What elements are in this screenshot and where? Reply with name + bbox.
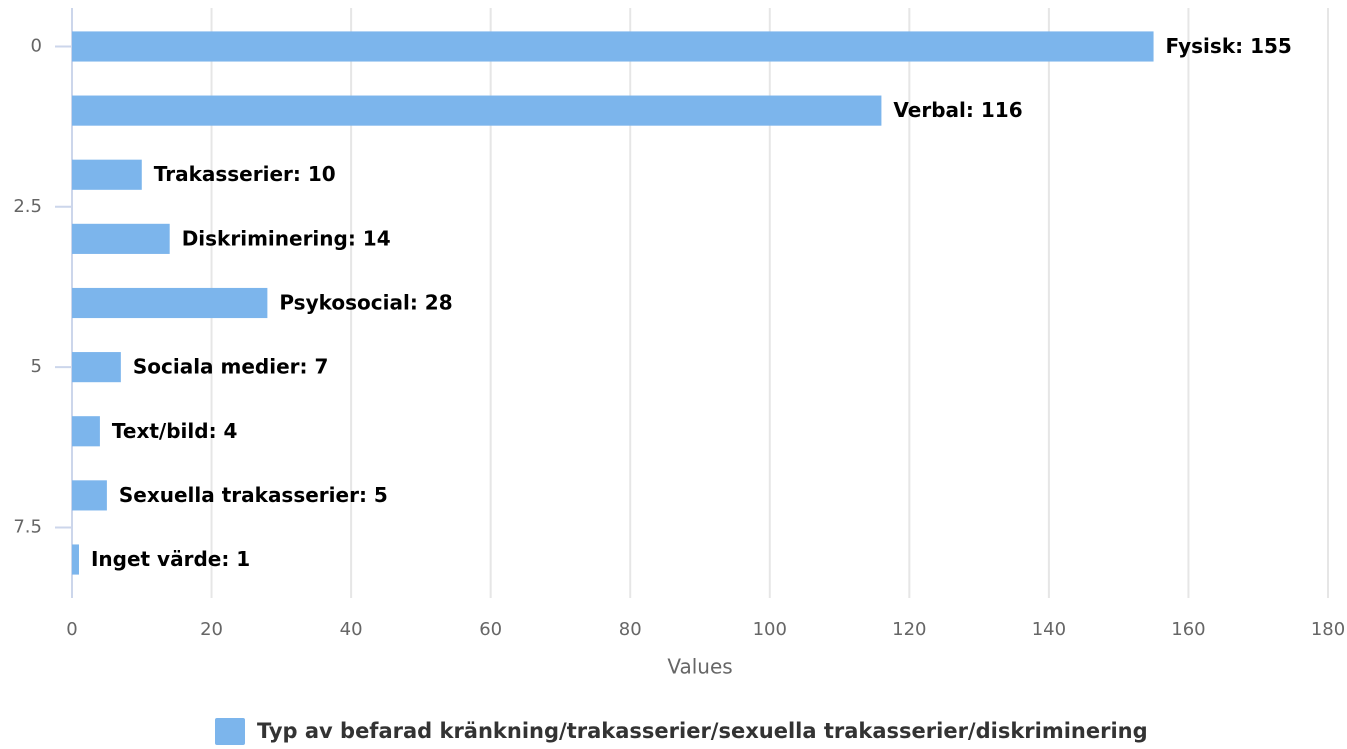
x-tick-label: 40 [340, 619, 363, 640]
bar [72, 95, 882, 126]
data-label: Fysisk: 155 [1166, 34, 1292, 58]
bar [72, 223, 170, 254]
bar [72, 287, 268, 319]
axis-title: Values [667, 655, 732, 679]
bar [72, 544, 79, 575]
legend-swatch [215, 718, 245, 745]
y-tick-label: 5 [31, 356, 42, 377]
x-tick-label: 80 [619, 619, 642, 640]
x-tick-label: 140 [1032, 619, 1066, 640]
bar [72, 31, 1154, 62]
x-tick-label: 120 [892, 619, 926, 640]
x-tick-label: 160 [1171, 619, 1205, 640]
x-tick-label: 0 [66, 619, 77, 640]
data-label: Diskriminering: 14 [182, 226, 391, 250]
data-label: Inget värde: 1 [91, 547, 250, 571]
x-tick-label: 60 [479, 619, 502, 640]
data-label: Psykosocial: 28 [279, 291, 452, 315]
bar [72, 416, 100, 447]
y-tick-label: 2.5 [13, 196, 42, 217]
legend-label[interactable]: Typ av befarad kränkning/trakasserier/se… [257, 719, 1148, 743]
x-tick-label: 20 [200, 619, 223, 640]
data-label: Trakasserier: 10 [154, 162, 336, 186]
y-tick-label: 7.5 [13, 516, 42, 537]
x-tick-label: 100 [753, 619, 787, 640]
bar [72, 480, 107, 511]
x-tick-label: 180 [1311, 619, 1345, 640]
data-label: Sociala medier: 7 [133, 355, 329, 379]
y-tick-label: 0 [31, 35, 42, 56]
data-label: Text/bild: 4 [112, 419, 238, 443]
bar [72, 352, 121, 383]
data-label: Sexuella trakasserier: 5 [119, 483, 388, 507]
data-label: Verbal: 116 [893, 98, 1022, 122]
bar [72, 159, 142, 190]
